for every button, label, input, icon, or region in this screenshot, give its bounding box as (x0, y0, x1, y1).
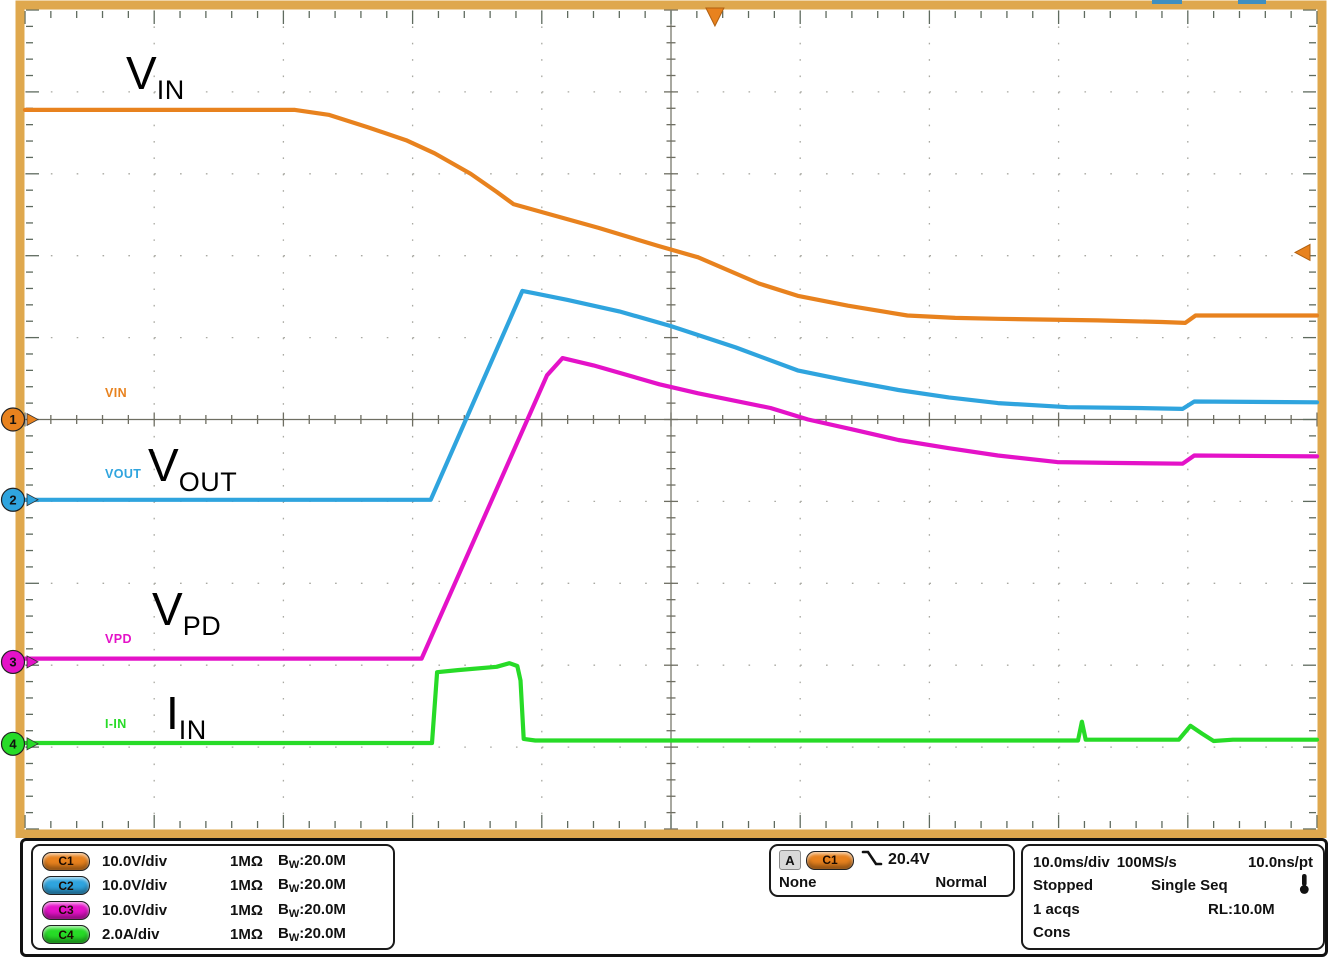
channel-scale-c1: 10.0V/div (102, 852, 168, 870)
record-length: RL:10.0M (1208, 900, 1275, 918)
svg-text:2: 2 (9, 492, 16, 507)
channel-marker-vin[interactable]: 1 (0, 407, 39, 432)
channel-row-c3[interactable]: C3 10.0V/div 1MΩ BW:20.0M (33, 898, 393, 923)
trigger-source-badge[interactable]: C1 (806, 850, 854, 870)
annotation-iin: IIN (166, 687, 207, 745)
sequence-mode: Single Seq (1151, 877, 1228, 895)
channel-scale-c2: 10.0V/div (102, 877, 168, 895)
single-seq-icon (1297, 873, 1311, 899)
trigger-row-mode: None Normal (779, 871, 1005, 893)
channel-scale-c3: 10.0V/div (102, 901, 168, 919)
trigger-level-value: 20.4V (888, 851, 930, 868)
trigger-row-main: A C1 20.4V (779, 849, 1005, 871)
svg-text:4: 4 (9, 736, 17, 751)
channel-badge-c1[interactable]: C1 (42, 851, 90, 871)
channel-impedance-c2: 1MΩ (230, 877, 263, 895)
horizontal-row-timebase: 10.0ms/div 100MS/s 10.0ns/pt (1033, 851, 1313, 873)
horizontal-row-acqs: 1 acqs RL:10.0M (1033, 898, 1313, 920)
trigger-readout-box[interactable]: A C1 20.4V None Normal (769, 844, 1015, 897)
channel-marker-vpd[interactable]: 3 (0, 649, 39, 675)
channel-scale-c4: 2.0A/div (102, 926, 160, 944)
channel-impedance-c4: 1MΩ (230, 926, 263, 944)
channel-marker-iin[interactable]: 4 (0, 731, 39, 756)
cons-label: Cons (1033, 924, 1071, 942)
channel-tag-vpd: VPD (105, 632, 132, 646)
waveforms (22, 107, 1320, 746)
falling-edge-icon (861, 849, 883, 871)
resolution-value: 10.0ns/pt (1247, 853, 1313, 871)
channel-row-c4[interactable]: C4 2.0A/div 1MΩ BW:20.0M (33, 923, 393, 948)
horizontal-row-state: Stopped Single Seq (1033, 873, 1313, 899)
channel-bandwidth-c2: BW:20.0M (278, 876, 346, 896)
acquisition-count: 1 acqs (1033, 900, 1080, 918)
channel-impedance-c3: 1MΩ (230, 901, 263, 919)
acquisition-state: Stopped (1033, 877, 1093, 895)
annotation-vpd: VPD (152, 583, 222, 641)
channel-tag-vin: VIN (105, 386, 128, 400)
scope-graticule: 1 2 3 4 (0, 0, 1327, 838)
channel-badge-c4[interactable]: C4 (42, 925, 90, 945)
trace-vout (22, 288, 1320, 502)
horizontal-readout-box[interactable]: 10.0ms/div 100MS/s 10.0ns/pt Stopped Sin… (1021, 844, 1325, 950)
cursor-remnant-dash-1 (1152, 0, 1182, 4)
channel-badge-c2[interactable]: C2 (42, 876, 90, 896)
annotation-vout: VOUT (148, 439, 238, 497)
trace-iin (22, 661, 1320, 746)
sample-rate-value: 100MS/s (1116, 853, 1177, 871)
readout-bar: C1 10.0V/div 1MΩ BW:20.0M C2 10.0V/div 1… (20, 838, 1328, 957)
trigger-aux-badge: A (779, 850, 801, 870)
channel-row-c2[interactable]: C2 10.0V/div 1MΩ BW:20.0M (33, 874, 393, 899)
timebase-value: 10.0ms/div (1033, 853, 1110, 871)
trigger-mode: Normal (935, 873, 987, 891)
horizontal-row-cons: Cons (1033, 922, 1313, 944)
svg-text:1: 1 (9, 412, 16, 427)
trigger-position-marker[interactable] (705, 7, 725, 28)
graticule-grid (24, 9, 1318, 830)
cursor-remnant-dash-2 (1238, 0, 1266, 4)
channel-marker-vout[interactable]: 2 (0, 487, 39, 512)
annotation-vin: VIN (126, 47, 185, 105)
channel-bandwidth-c1: BW:20.0M (278, 851, 346, 871)
channel-tag-vout: VOUT (105, 467, 142, 481)
channel-row-c1[interactable]: C1 10.0V/div 1MΩ BW:20.0M (33, 849, 393, 874)
channel-impedance-c1: 1MΩ (230, 852, 263, 870)
channel-bandwidth-c4: BW:20.0M (278, 925, 346, 945)
trigger-level-marker[interactable] (1293, 243, 1311, 262)
channels-readout-box[interactable]: C1 10.0V/div 1MΩ BW:20.0M C2 10.0V/div 1… (31, 844, 395, 950)
svg-text:3: 3 (9, 654, 16, 669)
channel-bandwidth-c3: BW:20.0M (278, 900, 346, 920)
channel-badge-c3[interactable]: C3 (42, 900, 90, 920)
trace-vin (22, 107, 1320, 325)
trigger-holdoff: None (779, 873, 817, 891)
trace-vpd (22, 356, 1320, 661)
channel-tag-iin: I-IN (105, 717, 127, 731)
